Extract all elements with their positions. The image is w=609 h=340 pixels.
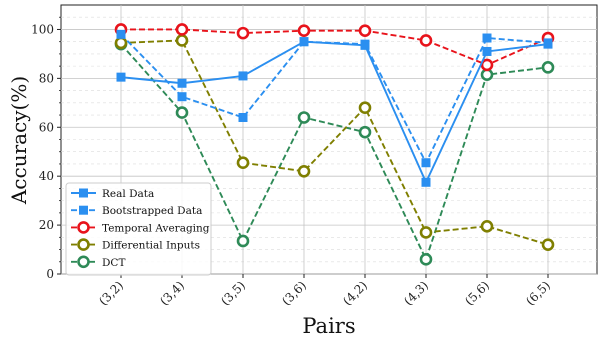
data-point <box>421 177 431 187</box>
legend-item: DCT <box>71 255 125 269</box>
data-point <box>238 71 248 81</box>
y-tick-label: 60 <box>39 120 54 134</box>
data-point <box>419 253 433 266</box>
x-tick-label: (3,5) <box>218 278 248 308</box>
data-point <box>419 226 433 239</box>
data-point <box>480 58 494 72</box>
legend-label: Bootstrapped Data <box>102 205 202 217</box>
data-point <box>482 46 492 56</box>
data-point <box>175 23 189 36</box>
legend-label: Real Data <box>102 188 154 200</box>
data-point <box>482 33 492 43</box>
data-point <box>114 36 128 50</box>
series-line <box>120 40 549 185</box>
y-tick-label: 80 <box>39 71 54 85</box>
y-tick-label: 0 <box>46 267 54 281</box>
legend-marker <box>77 221 90 234</box>
data-point <box>175 106 189 119</box>
data-point <box>236 156 250 170</box>
data-point <box>177 78 187 88</box>
data-point <box>236 234 250 248</box>
data-point <box>419 34 433 47</box>
data-point <box>297 164 311 178</box>
series-layer <box>114 23 555 266</box>
y-axis-title: Accuracy(%) <box>7 76 31 205</box>
legend: Real Data Bootstrapped Data Temporal Avera… <box>65 182 212 276</box>
legend-marker <box>77 238 90 251</box>
data-point <box>358 125 372 139</box>
data-point <box>299 37 309 47</box>
x-tick-label: (3,6) <box>279 278 309 308</box>
legend-label: DCT <box>102 257 125 269</box>
data-point <box>297 24 311 37</box>
legend-box <box>65 182 212 276</box>
x-tick-label: (5,6) <box>462 278 492 308</box>
data-point <box>421 158 431 168</box>
legend-marker <box>79 188 88 198</box>
legend-item: Differential Inputs <box>71 238 200 252</box>
legend-label: Differential Inputs <box>102 240 200 252</box>
data-point <box>116 29 126 39</box>
y-tick-label: 20 <box>39 218 54 232</box>
series-line <box>121 28 549 66</box>
x-tick-label: (3,2) <box>96 278 126 308</box>
series-real-data <box>116 37 553 187</box>
legend-item: Bootstrapped Data <box>71 205 202 217</box>
data-point <box>358 101 372 115</box>
data-point <box>116 72 126 82</box>
data-point <box>541 238 555 251</box>
data-point <box>297 111 311 124</box>
x-tick-label: (3,4) <box>157 278 187 308</box>
data-point <box>543 39 553 49</box>
y-tick-label: 40 <box>39 169 54 183</box>
data-point <box>360 40 370 50</box>
x-tick-label: (4,3) <box>401 278 431 308</box>
data-point <box>358 24 372 37</box>
data-point <box>480 220 494 233</box>
data-point <box>238 112 248 122</box>
data-point <box>236 26 250 40</box>
legend-item: Real Data <box>71 188 154 200</box>
legend-marker <box>77 255 90 269</box>
x-axis-title: Pairs <box>302 314 355 338</box>
data-point <box>177 92 187 102</box>
data-point <box>175 34 189 47</box>
data-point <box>541 61 555 74</box>
x-tick-label: (4,2) <box>340 278 370 308</box>
legend-marker <box>79 205 88 215</box>
legend-item: Temporal Averaging <box>71 221 210 234</box>
legend-label: Temporal Averaging <box>102 222 210 234</box>
x-tick-label: (6,5) <box>523 278 553 308</box>
series-line <box>120 39 549 246</box>
y-tick-label: 100 <box>31 22 54 36</box>
